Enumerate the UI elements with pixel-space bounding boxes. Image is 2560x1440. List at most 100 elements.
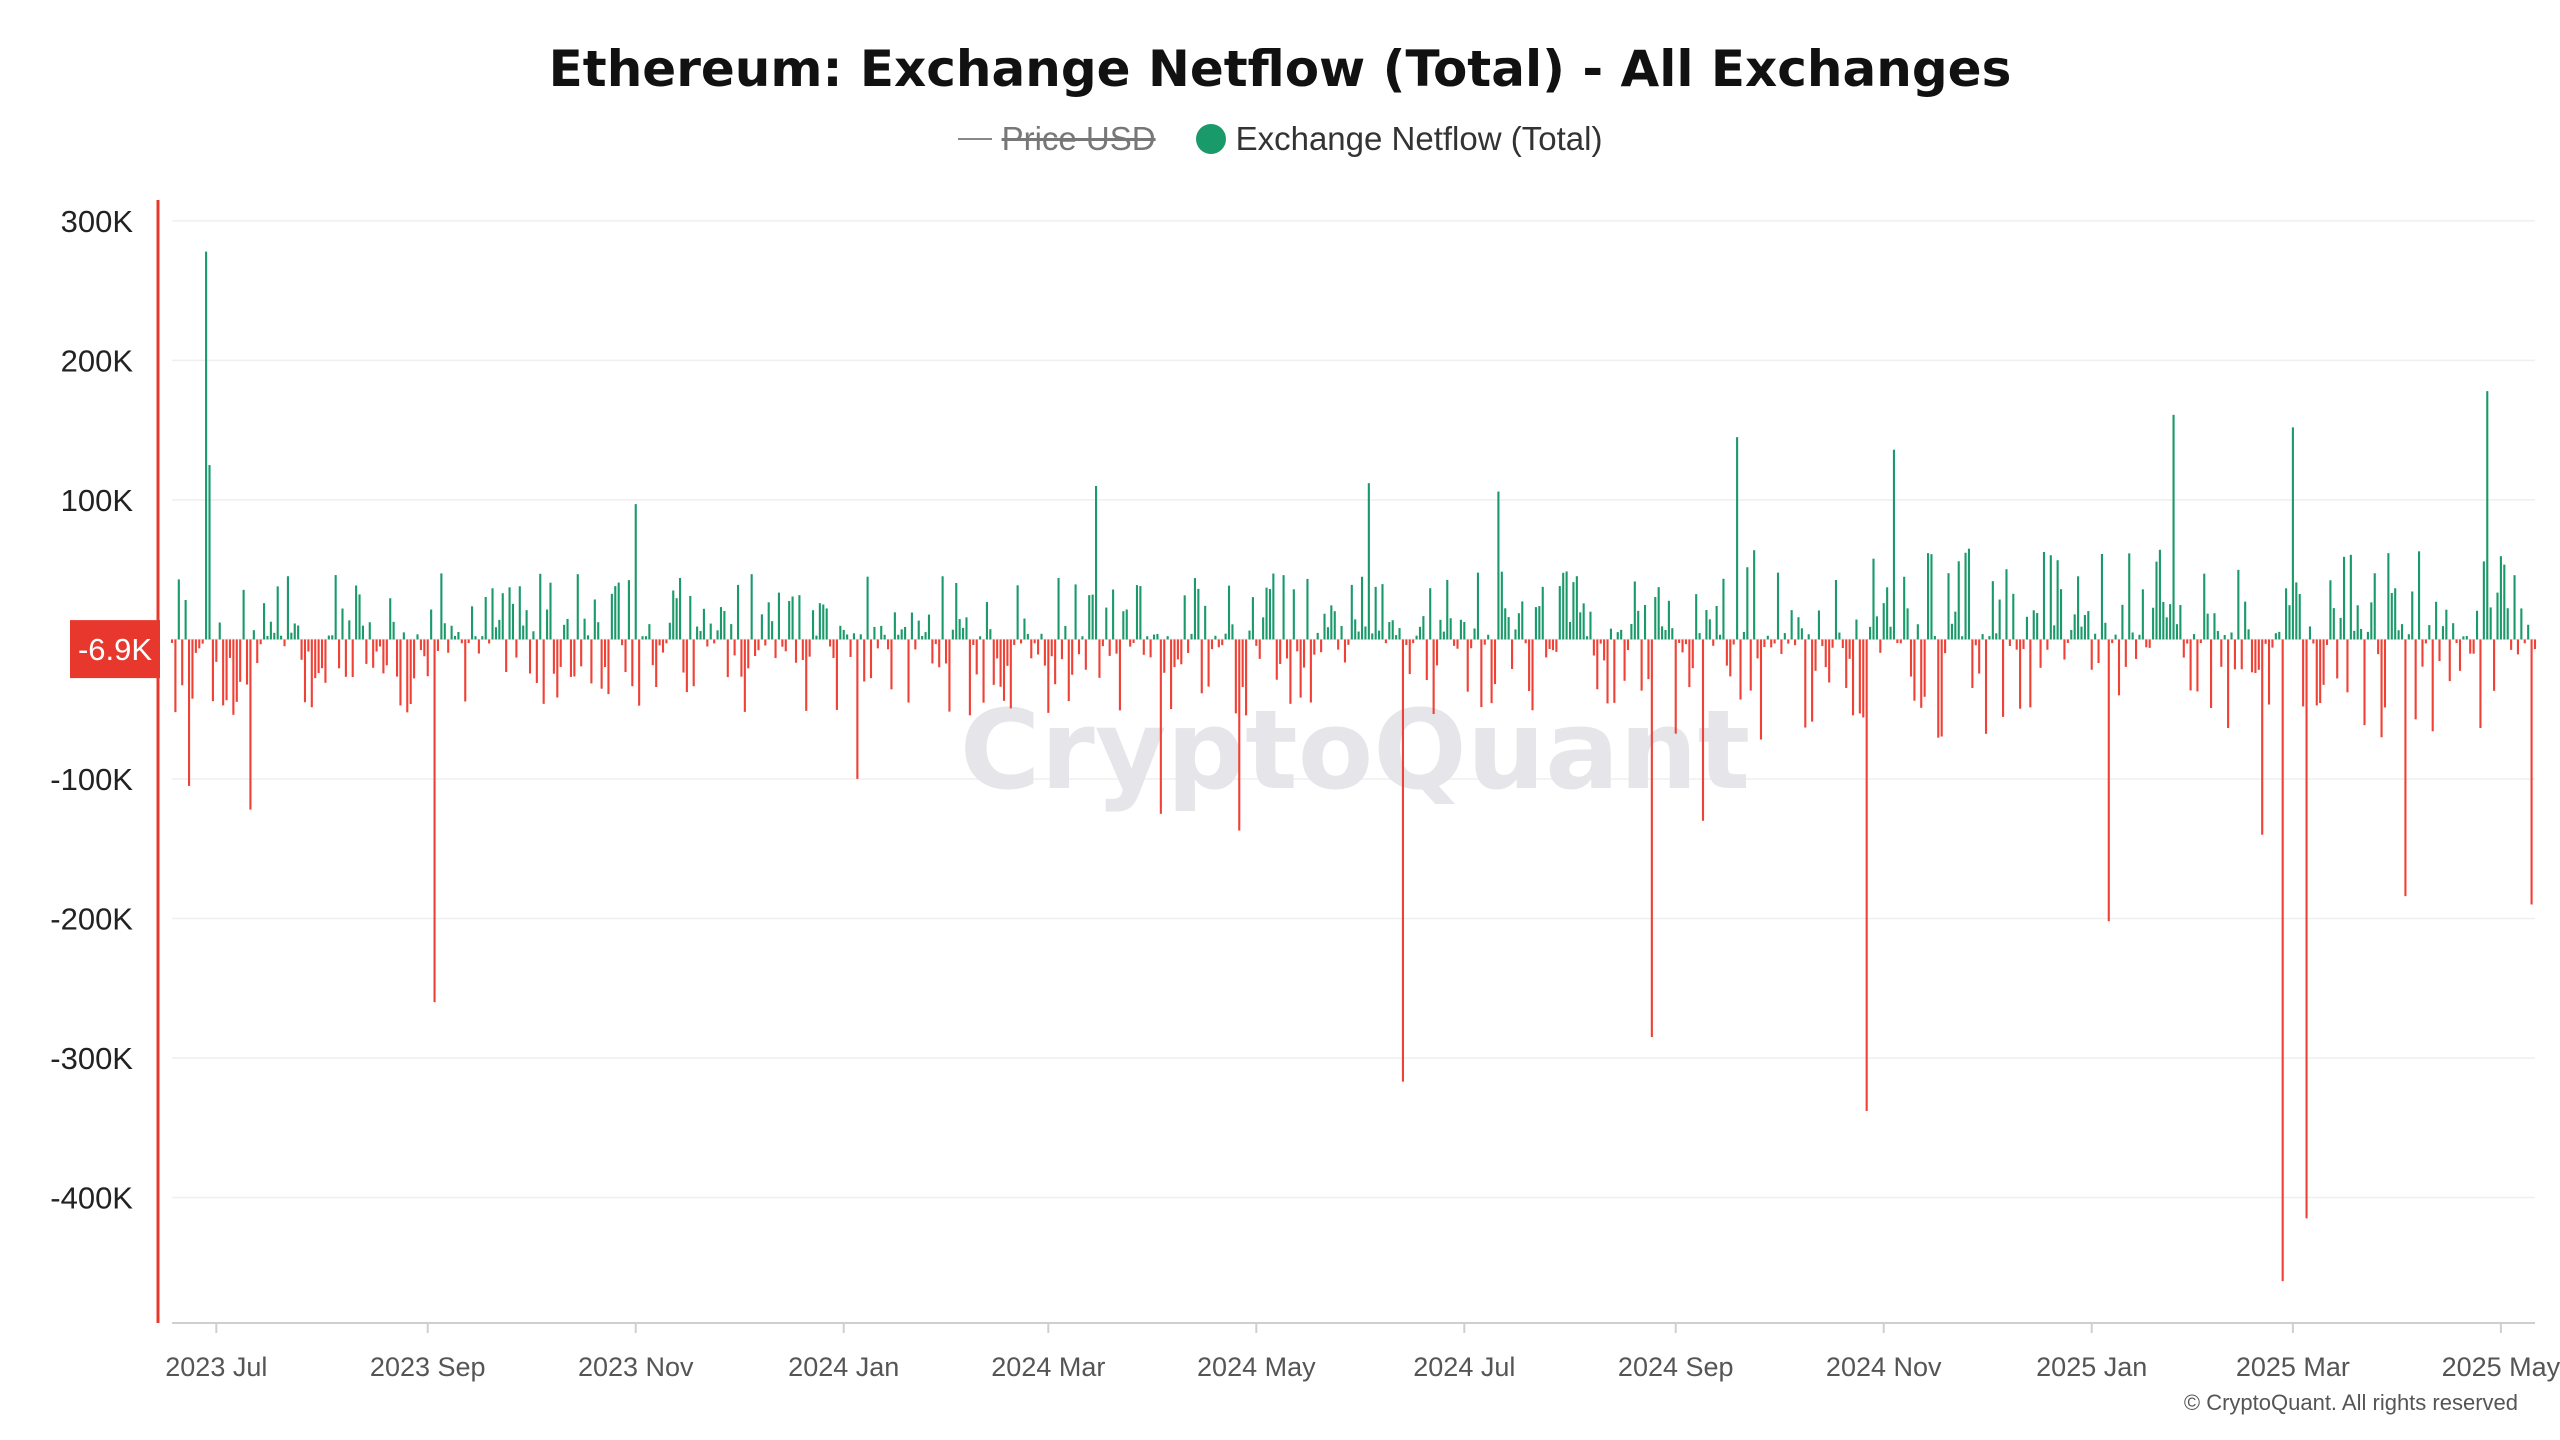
netflow-bar [1684,639,1688,645]
netflow-bar [1265,587,1268,640]
netflow-bar [252,630,255,640]
netflow-bar [2458,639,2462,671]
netflow-bar [586,635,590,640]
netflow-bar [610,593,613,640]
netflow-bar [1514,629,1517,640]
netflow-bar [184,600,187,640]
netflow-bar [2083,615,2086,640]
netflow-bar [1470,639,1473,649]
legend-item-netflow[interactable]: Exchange Netflow (Total) [1195,120,1602,158]
netflow-bar [910,612,913,640]
netflow-bar [1016,585,1019,640]
netflow-bar [1736,437,1739,640]
current-value-badge [70,620,160,679]
netflow-bar [883,634,886,640]
netflow-bar [2373,573,2376,640]
netflow-bar [1190,633,1193,640]
netflow-bar [1166,636,1169,640]
netflow-bar [839,625,842,640]
netflow-bar [1391,620,1394,640]
netflow-bar [1142,639,1145,655]
netflow-bar [927,614,931,640]
netflow-bar [866,576,869,640]
netflow-bar [1357,631,1360,640]
netflow-bar [1657,587,1660,640]
netflow-bar [498,619,501,640]
netflow-bar [2240,639,2243,670]
netflow-bar [1139,586,1142,640]
netflow-bar [1146,636,1149,640]
netflow-bar [2448,639,2451,682]
netflow-bar [2486,391,2489,640]
netflow-bar [1187,639,1190,653]
netflow-bar [859,634,862,640]
netflow-bar [2138,634,2141,640]
netflow-bar [2223,635,2226,640]
netflow-bar [2005,569,2008,640]
netflow-bar [2172,414,2175,640]
netflow-bar [791,596,794,640]
netflow-bar [450,625,453,640]
netflow-bar [1251,597,1254,640]
netflow-bar [419,639,422,651]
y-tick-label: -400K [50,1180,133,1215]
netflow-bar [2312,639,2315,644]
netflow-bar [675,598,678,640]
netflow-bar [1640,639,1643,691]
netflow-bar [665,639,668,644]
netflow-bar [1493,639,1497,685]
netflow-bar [1824,639,1827,668]
netflow-bar [2227,639,2230,729]
netflow-bar [2305,639,2308,1219]
netflow-bar [2315,639,2318,706]
netflow-bar [191,639,194,699]
netflow-bar [1811,639,1814,722]
netflow-bar [985,602,988,640]
netflow-bar [1398,628,1401,640]
netflow-bar [2424,639,2427,644]
netflow-bar [402,632,405,640]
netflow-bar [709,623,712,640]
netflow-bar [1551,639,1555,651]
netflow-bar [2397,630,2400,640]
netflow-bar [1667,600,1670,640]
netflow-bar [1459,619,1462,640]
netflow-bar [1725,639,1728,666]
netflow-bar [2360,628,2363,640]
netflow-bar [1892,449,1896,640]
netflow-bar [1841,639,1844,649]
netflow-bar [2322,639,2325,685]
netflow-bar [273,632,276,640]
netflow-bar [1200,639,1203,694]
netflow-bar [467,639,470,644]
netflow-bar [2353,630,2356,640]
netflow-bar [2285,588,2288,640]
netflow-bar [2237,569,2240,640]
netflow-bar [1828,639,1831,683]
netflow-bar [2503,564,2506,640]
netflow-bar [2407,634,2410,640]
netflow-bar [1913,639,1916,701]
netflow-bar [682,639,685,673]
netflow-bar [1435,639,1439,666]
netflow-bar [2527,624,2530,640]
netflow-bar [2472,639,2475,654]
netflow-bar [1916,624,1919,640]
netflow-bar [2493,639,2496,691]
netflow-bar [1763,639,1766,648]
x-tick-label: 2024 May [1197,1352,1316,1382]
netflow-bar [1449,618,1452,640]
netflow-bar [2247,629,2250,640]
netflow-bar [1582,603,1585,640]
netflow-bar [170,639,174,643]
netflow-bar [818,603,821,640]
netflow-bar [869,639,873,679]
netflow-bar [2271,639,2274,648]
netflow-bar [1432,639,1435,715]
legend-item-price[interactable]: Price USD [957,120,1156,158]
netflow-bar [477,639,480,654]
netflow-bar [2070,630,2073,640]
netflow-bar [1654,597,1657,640]
netflow-bar [1268,589,1272,640]
